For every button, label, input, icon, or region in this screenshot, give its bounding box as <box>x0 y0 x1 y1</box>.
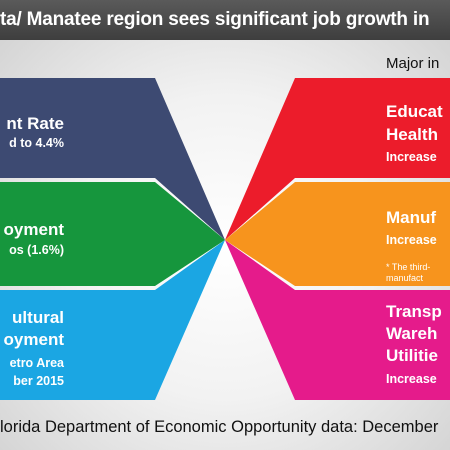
box-line: ultural <box>12 308 64 327</box>
ray-orange <box>225 182 380 286</box>
box-line: nt Rate <box>6 114 64 133</box>
footnote-line: manufact <box>386 273 424 283</box>
source-footer: lorida Department of Economic Opportunit… <box>0 418 439 436</box>
title-bar: ta/ Manatee region sees significant job … <box>0 0 450 40</box>
box-agricultural-employment: ultural oyment etro Area ber 2015 <box>0 290 70 400</box>
box-line: Increase <box>386 233 437 247</box>
headline: ta/ Manatee region sees significant job … <box>0 9 430 30</box>
ray-navy <box>70 78 225 240</box>
box-transportation: Transp Wareh Utilitie Increase <box>380 290 450 400</box>
box-line: Wareh <box>386 324 438 343</box>
box-line: etro Area <box>9 356 64 370</box>
box-line: Health <box>386 125 438 144</box>
box-line: Transp <box>386 302 442 321</box>
box-line: Manuf <box>386 208 437 227</box>
box-line: oyment <box>3 220 64 239</box>
ray-magenta <box>225 240 380 400</box>
box-unemployment-rate: nt Rate d to 4.4% <box>0 78 70 178</box>
ray-red <box>225 78 380 240</box>
footnote-line: * The third- <box>386 262 431 272</box>
box-line: os (1.6%) <box>9 243 64 257</box>
box-line: d to 4.4% <box>9 136 64 150</box>
major-industries-label: Major in <box>386 55 440 72</box>
ray-green <box>70 182 225 286</box>
box-line: Educat <box>386 102 443 121</box>
box-line: ber 2015 <box>13 374 64 388</box>
ray-blue <box>70 240 225 400</box>
box-education-health: Educat Health Increase <box>380 78 450 178</box>
box-line: Increase <box>386 372 437 386</box>
box-line: oyment <box>3 330 64 349</box>
box-line: Increase <box>386 150 437 164</box>
box-line: Utilitie <box>386 346 438 365</box>
box-employment: oyment os (1.6%) <box>0 182 70 286</box>
box-manufacturing: Manuf Increase * The third- manufact <box>380 182 450 286</box>
